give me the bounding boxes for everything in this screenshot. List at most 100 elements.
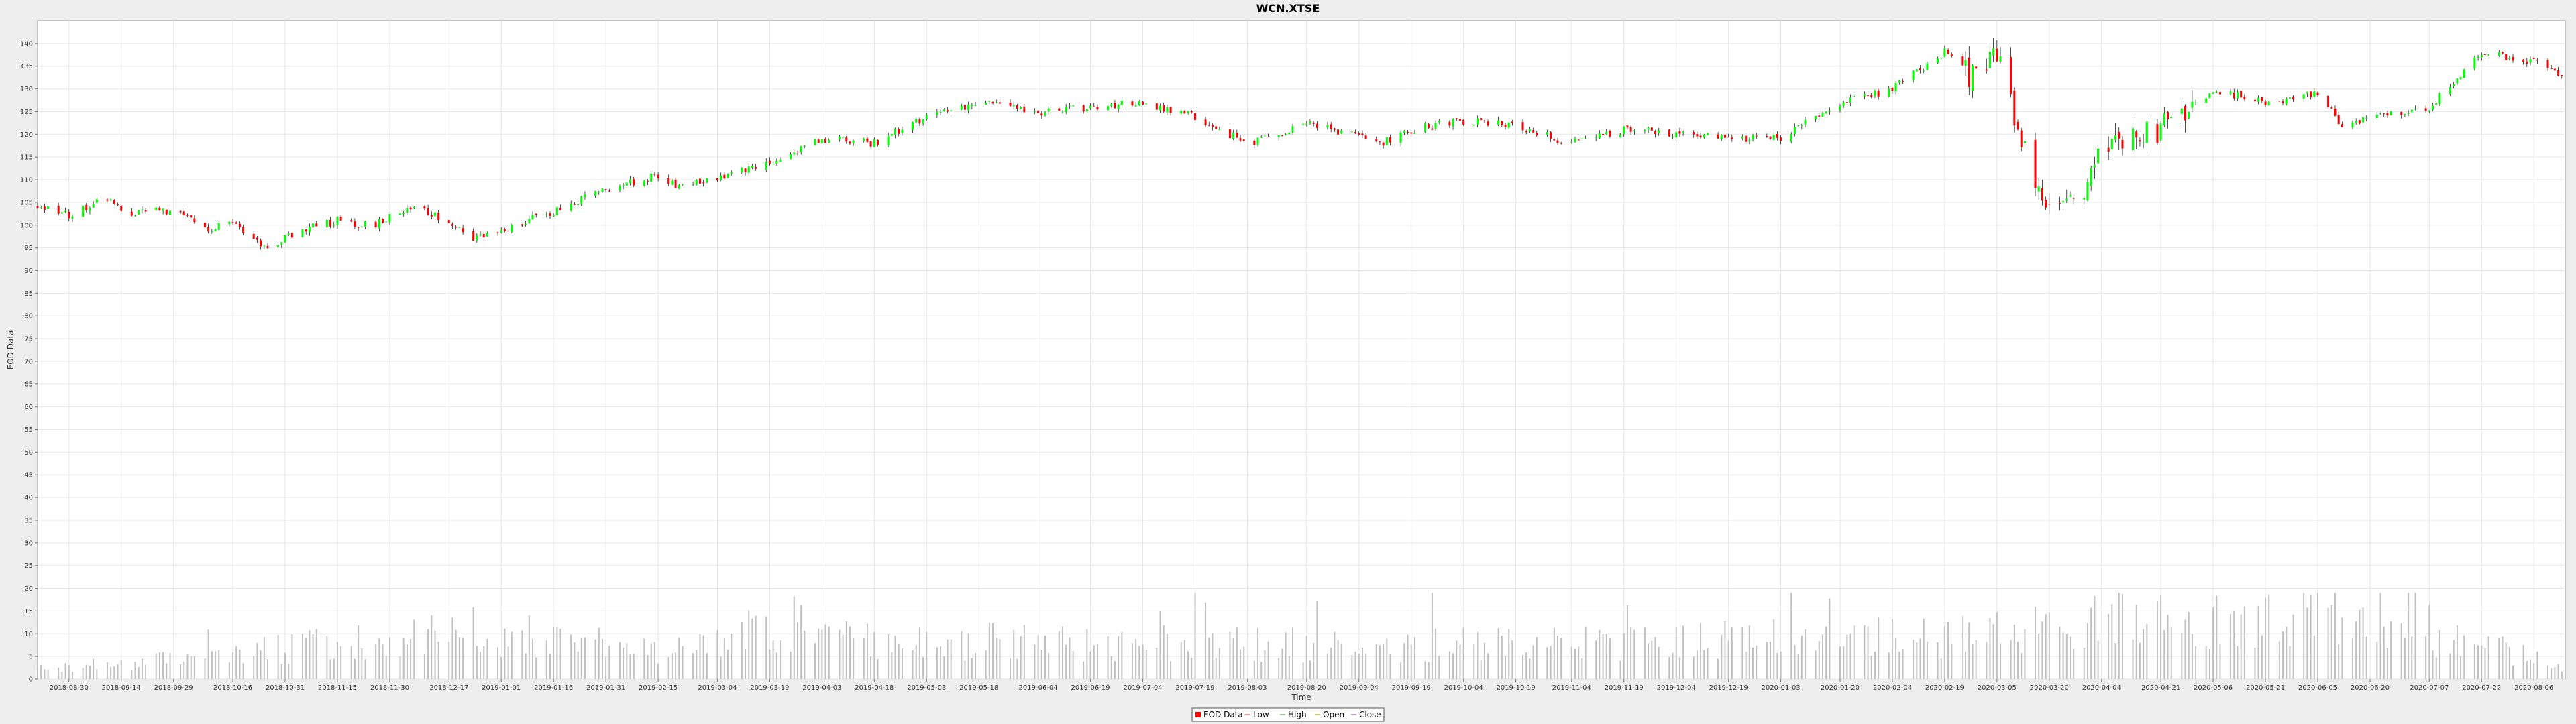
candle-body bbox=[1187, 111, 1189, 113]
candle-body bbox=[1815, 116, 1817, 119]
volume-bar bbox=[1131, 643, 1133, 679]
candle-body bbox=[1723, 134, 1726, 138]
candle-body bbox=[2553, 68, 2556, 71]
volume-bar bbox=[1089, 651, 1091, 679]
volume-bar bbox=[2219, 643, 2221, 679]
candle-body bbox=[437, 213, 440, 221]
volume-bar bbox=[284, 652, 286, 679]
candle-body bbox=[266, 245, 269, 248]
legend-box bbox=[1191, 707, 1385, 722]
candle-body bbox=[674, 180, 677, 188]
candle-body bbox=[1330, 124, 1332, 129]
volume-bar bbox=[1218, 648, 1220, 679]
candle-body bbox=[528, 219, 531, 224]
volume-bar bbox=[312, 634, 314, 679]
candle-body bbox=[1507, 123, 1510, 128]
candle-body bbox=[1839, 106, 1841, 111]
volume-bar bbox=[1675, 627, 1677, 679]
candle-body bbox=[378, 219, 380, 229]
volume-bar bbox=[2097, 640, 2099, 679]
volume-bar bbox=[431, 615, 433, 679]
candle-body bbox=[1870, 95, 1873, 97]
candle-body bbox=[2282, 101, 2284, 103]
volume-bar bbox=[2432, 650, 2434, 679]
volume-bar bbox=[1069, 637, 1071, 679]
volume-bar bbox=[1898, 651, 1900, 679]
y-axis: 0 5 10 15 20 25 30 35 40 45 50 55 60 65 70 75 80 85 90 95 10… bbox=[20, 40, 38, 684]
candle-body bbox=[866, 138, 869, 143]
candle-body bbox=[1497, 120, 1500, 125]
candle-body bbox=[472, 231, 475, 241]
volume-bar bbox=[1212, 633, 1214, 679]
x-tick-label: 2019-07-04 bbox=[1123, 684, 1162, 692]
volume-bar bbox=[1240, 649, 1242, 679]
candle-body bbox=[1350, 131, 1353, 133]
volume-bar bbox=[1229, 631, 1231, 679]
volume-bar bbox=[2035, 607, 2037, 679]
candle-body bbox=[1867, 95, 1870, 96]
volume-bar bbox=[780, 640, 782, 679]
candle-body bbox=[820, 139, 823, 144]
candle-body bbox=[1211, 125, 1214, 127]
candle-body bbox=[2449, 86, 2451, 95]
candle-body bbox=[2355, 121, 2357, 123]
volume-bar bbox=[2376, 642, 2378, 679]
x-tick-label: 2019-05-18 bbox=[959, 684, 998, 692]
candle-body bbox=[2526, 61, 2528, 64]
volume-bar bbox=[37, 668, 38, 679]
candle-body bbox=[2086, 182, 2089, 201]
candle-body bbox=[873, 139, 875, 147]
candle-body bbox=[2233, 92, 2235, 99]
x-tick-label: 2019-04-03 bbox=[802, 684, 841, 692]
volume-bar bbox=[877, 659, 879, 679]
volume-bar bbox=[2310, 595, 2312, 679]
volume-bar bbox=[402, 638, 405, 679]
volume-bar bbox=[720, 656, 722, 679]
candle-body bbox=[1448, 121, 1451, 126]
volume-bar bbox=[388, 637, 390, 679]
volume-bar bbox=[455, 629, 457, 679]
candle-body bbox=[1964, 60, 1967, 66]
volume-bar bbox=[650, 643, 652, 679]
volume-bar bbox=[218, 650, 220, 679]
candle-body bbox=[1155, 103, 1158, 110]
volume-bar bbox=[619, 642, 621, 679]
candle-body bbox=[85, 205, 88, 210]
y-tick-label: 80 bbox=[24, 313, 33, 320]
y-tick-label: 60 bbox=[24, 404, 33, 411]
candle-body bbox=[1012, 105, 1015, 107]
candle-body bbox=[2435, 103, 2438, 105]
x-tick-label: 2019-04-18 bbox=[855, 684, 894, 692]
candle-body bbox=[1480, 118, 1483, 121]
volume-bar bbox=[280, 664, 282, 679]
volume-bar bbox=[769, 649, 771, 679]
candle-body bbox=[1772, 135, 1775, 140]
volume-bar bbox=[301, 633, 303, 679]
candle-body bbox=[2316, 92, 2319, 95]
x-tick-label: 2018-12-17 bbox=[429, 684, 468, 692]
candle-body bbox=[1996, 48, 1998, 62]
candle-body bbox=[890, 134, 893, 136]
candle-body bbox=[1717, 134, 1719, 139]
volume-bar bbox=[256, 643, 258, 679]
volume-bar bbox=[1529, 658, 1531, 679]
volume-bar bbox=[947, 639, 949, 679]
candle-body bbox=[2090, 168, 2092, 186]
volume-bar bbox=[2330, 605, 2332, 679]
candle-body bbox=[988, 101, 991, 102]
volume-bar bbox=[1462, 627, 1464, 679]
volume-bar bbox=[598, 627, 600, 679]
candle-body bbox=[1553, 139, 1556, 141]
volume-bar bbox=[888, 634, 890, 679]
candle-body bbox=[89, 208, 91, 212]
volume-bar bbox=[2282, 631, 2284, 679]
volume-bar bbox=[1989, 617, 1991, 679]
volume-bar bbox=[462, 638, 464, 679]
y-tick-label: 40 bbox=[24, 495, 33, 502]
volume-bar bbox=[2460, 656, 2462, 679]
volume-bar bbox=[1438, 656, 1440, 679]
x-tick-label: 2020-02-19 bbox=[1925, 684, 1964, 692]
candle-body bbox=[1877, 90, 1880, 97]
volume-bar bbox=[500, 657, 502, 679]
volume-bar bbox=[71, 672, 73, 679]
